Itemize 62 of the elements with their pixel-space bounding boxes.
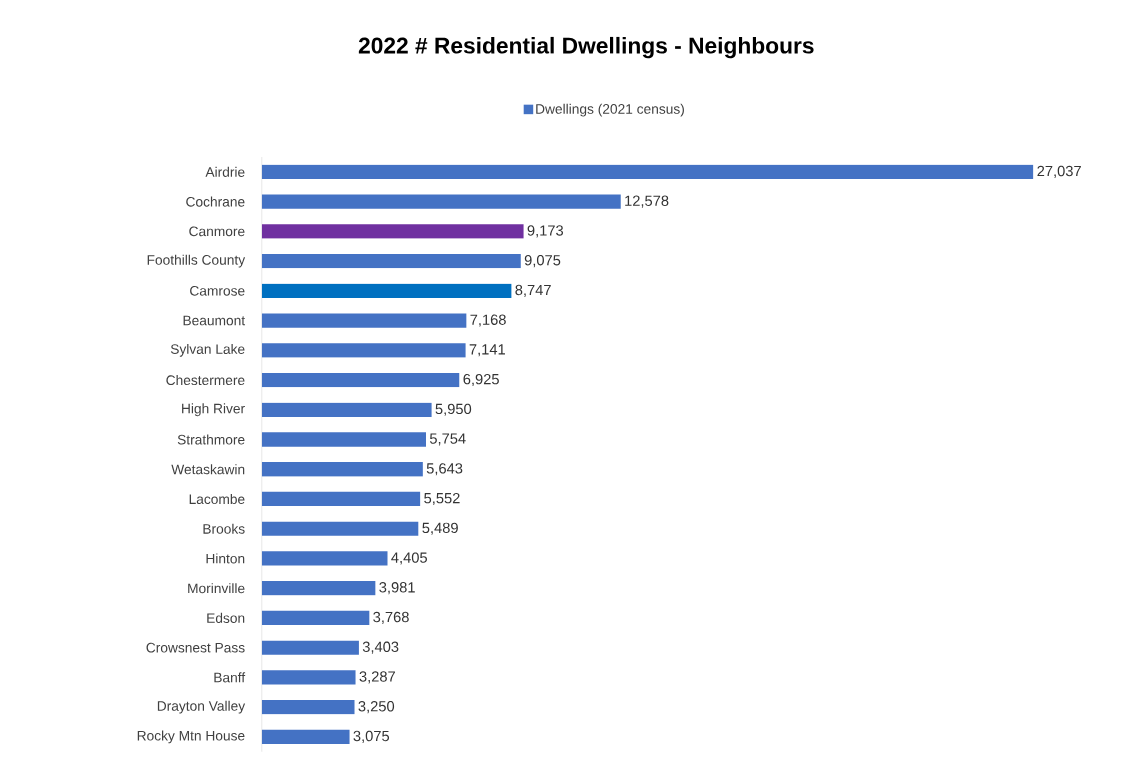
bar: [261, 372, 460, 387]
bar: [261, 253, 521, 268]
bar: [261, 432, 426, 447]
y-tick-label: Brooks: [203, 523, 245, 534]
bar: [261, 670, 356, 685]
bar: [261, 491, 421, 506]
data-label: 12,578: [625, 195, 669, 208]
chart-title: 2022 # Residential Dwellings - Neighbours: [358, 36, 814, 58]
bar: [261, 223, 524, 239]
data-label: 7,168: [470, 314, 506, 327]
bar: [261, 402, 432, 417]
bar: [261, 610, 370, 625]
y-tick-label: Lacombe: [189, 493, 245, 504]
data-label: 3,403: [362, 641, 399, 654]
y-tick-label: Canmore: [189, 226, 245, 236]
data-label: 5,552: [424, 492, 460, 505]
bar: [261, 342, 466, 358]
y-tick-label: Edson: [207, 612, 245, 623]
bar: [261, 283, 512, 298]
y-tick-label: Banff: [214, 672, 246, 683]
data-label: 4,405: [391, 552, 427, 565]
y-tick-label: Foothills County: [147, 254, 246, 268]
data-label: 5,950: [435, 403, 472, 416]
data-label: 5,489: [422, 522, 458, 535]
y-tick-label: Cochrane: [186, 196, 245, 207]
y-tick-label: Chestermere: [166, 374, 245, 385]
y-tick-label: Beaumont: [183, 315, 246, 326]
data-label: 3,250: [358, 700, 395, 713]
data-label: 3,287: [359, 671, 395, 684]
bar: [261, 194, 621, 209]
data-label: 9,173: [527, 225, 564, 238]
y-tick-label: Strathmore: [177, 434, 245, 445]
y-tick-label: Morinville: [188, 582, 245, 593]
bar: [261, 164, 1034, 179]
y-tick-label: Drayton Valley: [157, 700, 246, 714]
legend-label: Dwellings (2021 census): [536, 103, 684, 117]
bar: [261, 699, 355, 715]
data-label: 8,747: [515, 284, 551, 297]
data-label: 3,981: [379, 581, 415, 595]
bar: [261, 640, 359, 655]
y-tick-label: Camrose: [190, 285, 245, 296]
data-label: 9,075: [524, 254, 561, 267]
y-tick-label: Sylvan Lake: [170, 343, 245, 357]
y-tick-label: Airdrie: [205, 166, 245, 177]
data-label: 5,643: [426, 462, 463, 476]
bar: [261, 461, 423, 477]
bar: [261, 521, 419, 536]
y-tick-label: Wetaskawin: [171, 463, 245, 475]
data-label: 7,141: [469, 344, 505, 357]
y-tick-label: High River: [182, 403, 245, 416]
data-label: 3,768: [373, 611, 409, 624]
y-tick-label: Hinton: [206, 553, 245, 564]
y-tick-label: Crowsnest Pass: [146, 642, 245, 653]
y-tick-label: Rocky Mtn House: [137, 730, 245, 744]
data-label: 27,037: [1037, 165, 1081, 178]
bar: [261, 580, 376, 596]
bar: [261, 313, 467, 328]
data-label: 5,754: [429, 433, 466, 446]
data-label: 3,075: [353, 730, 390, 743]
bar: [261, 729, 350, 744]
data-label: 6,925: [463, 373, 499, 386]
bar: [261, 551, 388, 566]
